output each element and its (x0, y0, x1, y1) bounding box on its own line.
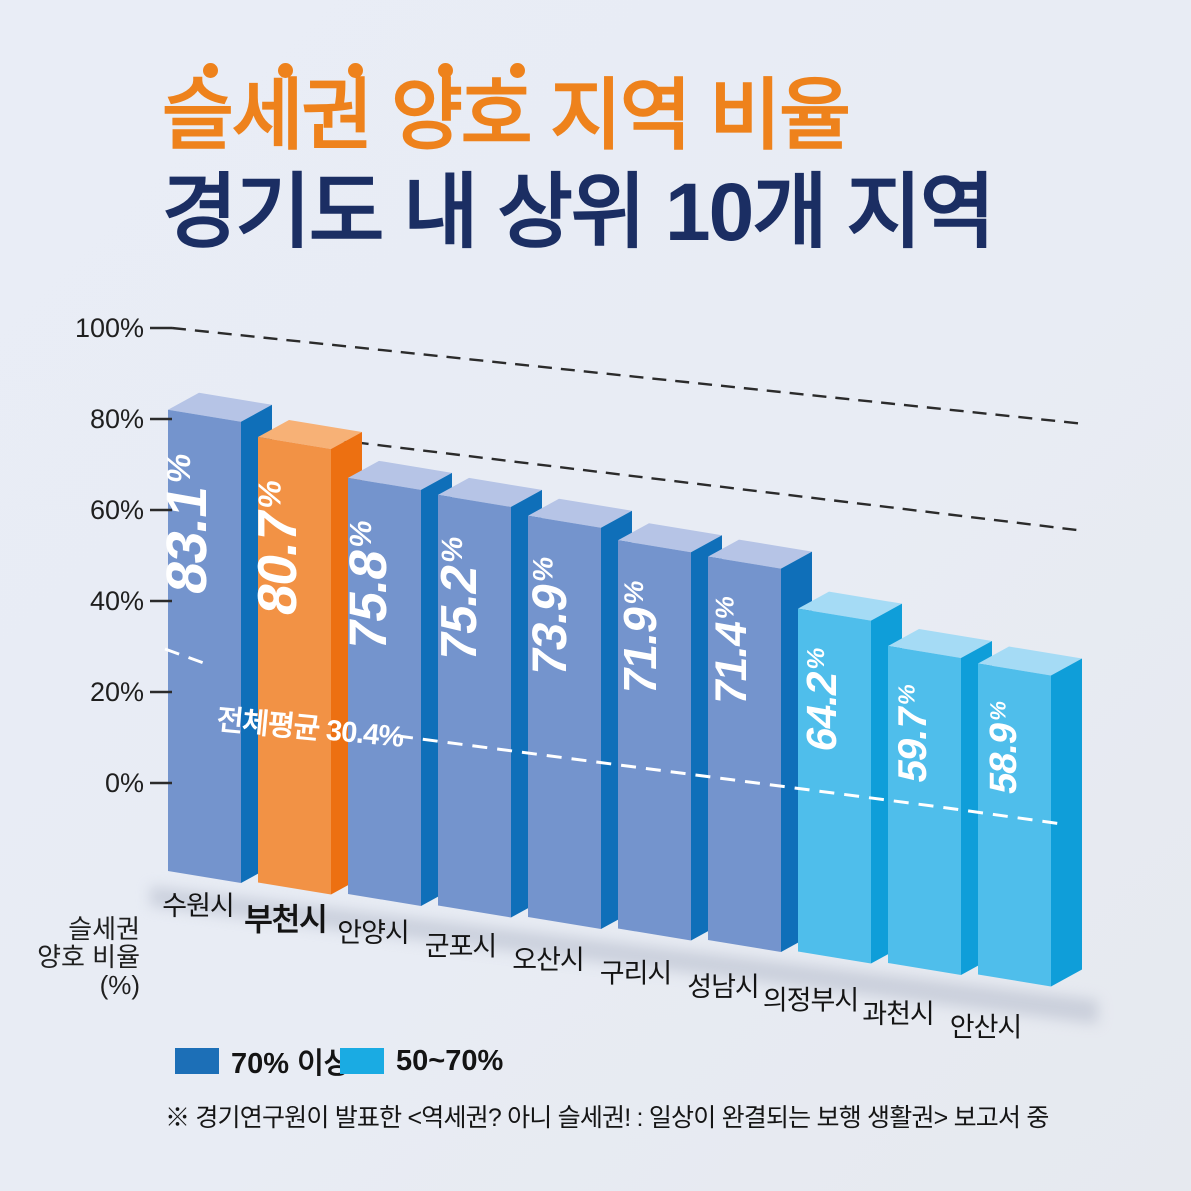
page-title-line2: 경기도 내 상위 10개 지역 (162, 167, 995, 258)
bar-top-face (618, 523, 722, 553)
x-category-label: 성남시 (687, 972, 759, 1002)
x-category-label: 군포시 (425, 932, 497, 962)
bar-front-face (438, 494, 511, 918)
x-category-label: 안산시 (950, 1013, 1022, 1043)
x-category-label: 과천시 (862, 999, 934, 1029)
bar-front-face (258, 437, 331, 895)
bar-안양시: 75.8%안양시 (337, 460, 452, 948)
average-line (164, 647, 213, 668)
bars-ground-shadow (150, 886, 1098, 1024)
bar-부천시: 80.7% 부천시 (244, 420, 362, 938)
bar-front-face (618, 540, 691, 941)
bar-front-face (168, 409, 241, 883)
bar-value-label: 59.7% (889, 681, 935, 786)
bar-top-face (528, 498, 632, 528)
bar-top-face (708, 539, 812, 569)
bar-value-label: 83.1% (155, 450, 219, 599)
bar-top-face (348, 460, 452, 490)
bar-front-face (708, 556, 781, 952)
bar-top-face (978, 646, 1082, 676)
bar-front-face (798, 608, 871, 964)
bar-성남시: 71.4% 성남시 (687, 539, 812, 1002)
bar-군포시: 75.2%군포시 (425, 477, 542, 962)
bar-top-face (438, 477, 542, 507)
title-accent-dot (203, 63, 218, 78)
bar-수원시: 83.1% 수원시 (155, 392, 272, 921)
x-category-label: 수원시 (162, 891, 234, 921)
legend-label-over70: 70% 이상 (231, 1048, 351, 1080)
bar-안산시: 58.9% 안산시 (950, 646, 1082, 1043)
legend-item-over70: 70% 이상 (175, 1046, 350, 1080)
gridline-80pct (171, 418, 1086, 533)
y-tick-label: 40% (90, 586, 144, 616)
x-category-label: 구리시 (600, 959, 672, 989)
bar-value-label: 80.7% (246, 476, 308, 619)
x-category-label: 오산시 (512, 945, 584, 975)
y-tick-label: 100% (75, 313, 144, 343)
y-tick-label: 0% (105, 768, 144, 798)
y-tick-label: 80% (90, 404, 144, 434)
page-title-line1: 슬세권 양호 지역 비율 (162, 71, 851, 159)
bar-오산시: 73.9% 오산시 (512, 498, 632, 975)
x-category-label: 의정부시 (763, 986, 858, 1016)
title-accent-dot (438, 63, 453, 78)
legend-swatch-50-70 (340, 1048, 384, 1074)
title-accent-dot (348, 63, 363, 78)
x-category-label: 안양시 (337, 918, 409, 948)
bar-top-face (798, 591, 902, 621)
legend-swatch-over70 (175, 1048, 219, 1074)
bar-front-face (978, 663, 1051, 987)
y-tick-label: 60% (90, 495, 144, 525)
bar-side-face (1051, 658, 1082, 987)
source-footnote: ※ 경기연구원이 발표한 <역세권? 아니 슬세권! : 일상이 완결되는 보행… (165, 1104, 1049, 1132)
legend-label-50-70: 50~70% (396, 1044, 504, 1077)
gridline-100pct (171, 326, 1086, 426)
bar-top-face (168, 392, 272, 422)
legend-item-50-70: 50~70% (340, 1044, 504, 1077)
bar-value-label: 58.9% (982, 698, 1025, 797)
title-accent-dot (510, 63, 525, 78)
bar-top-face (888, 628, 992, 658)
bar-front-face (528, 515, 601, 929)
bar-front-face (348, 477, 421, 906)
title-accent-dot (278, 63, 293, 78)
y-axis-title: 슬세권 양호 비율 (%) (37, 914, 140, 1000)
bar-front-face (888, 645, 961, 975)
bar-top-face (258, 420, 362, 450)
bar-구리시: 71.9%구리시 (600, 523, 722, 989)
x-category-label: 부천시 (244, 903, 327, 938)
average-line (397, 734, 1063, 826)
bar-value-label: 71.4% (706, 593, 756, 709)
bar-value-label: 73.9% (523, 553, 577, 680)
y-tick-label: 20% (90, 677, 144, 707)
